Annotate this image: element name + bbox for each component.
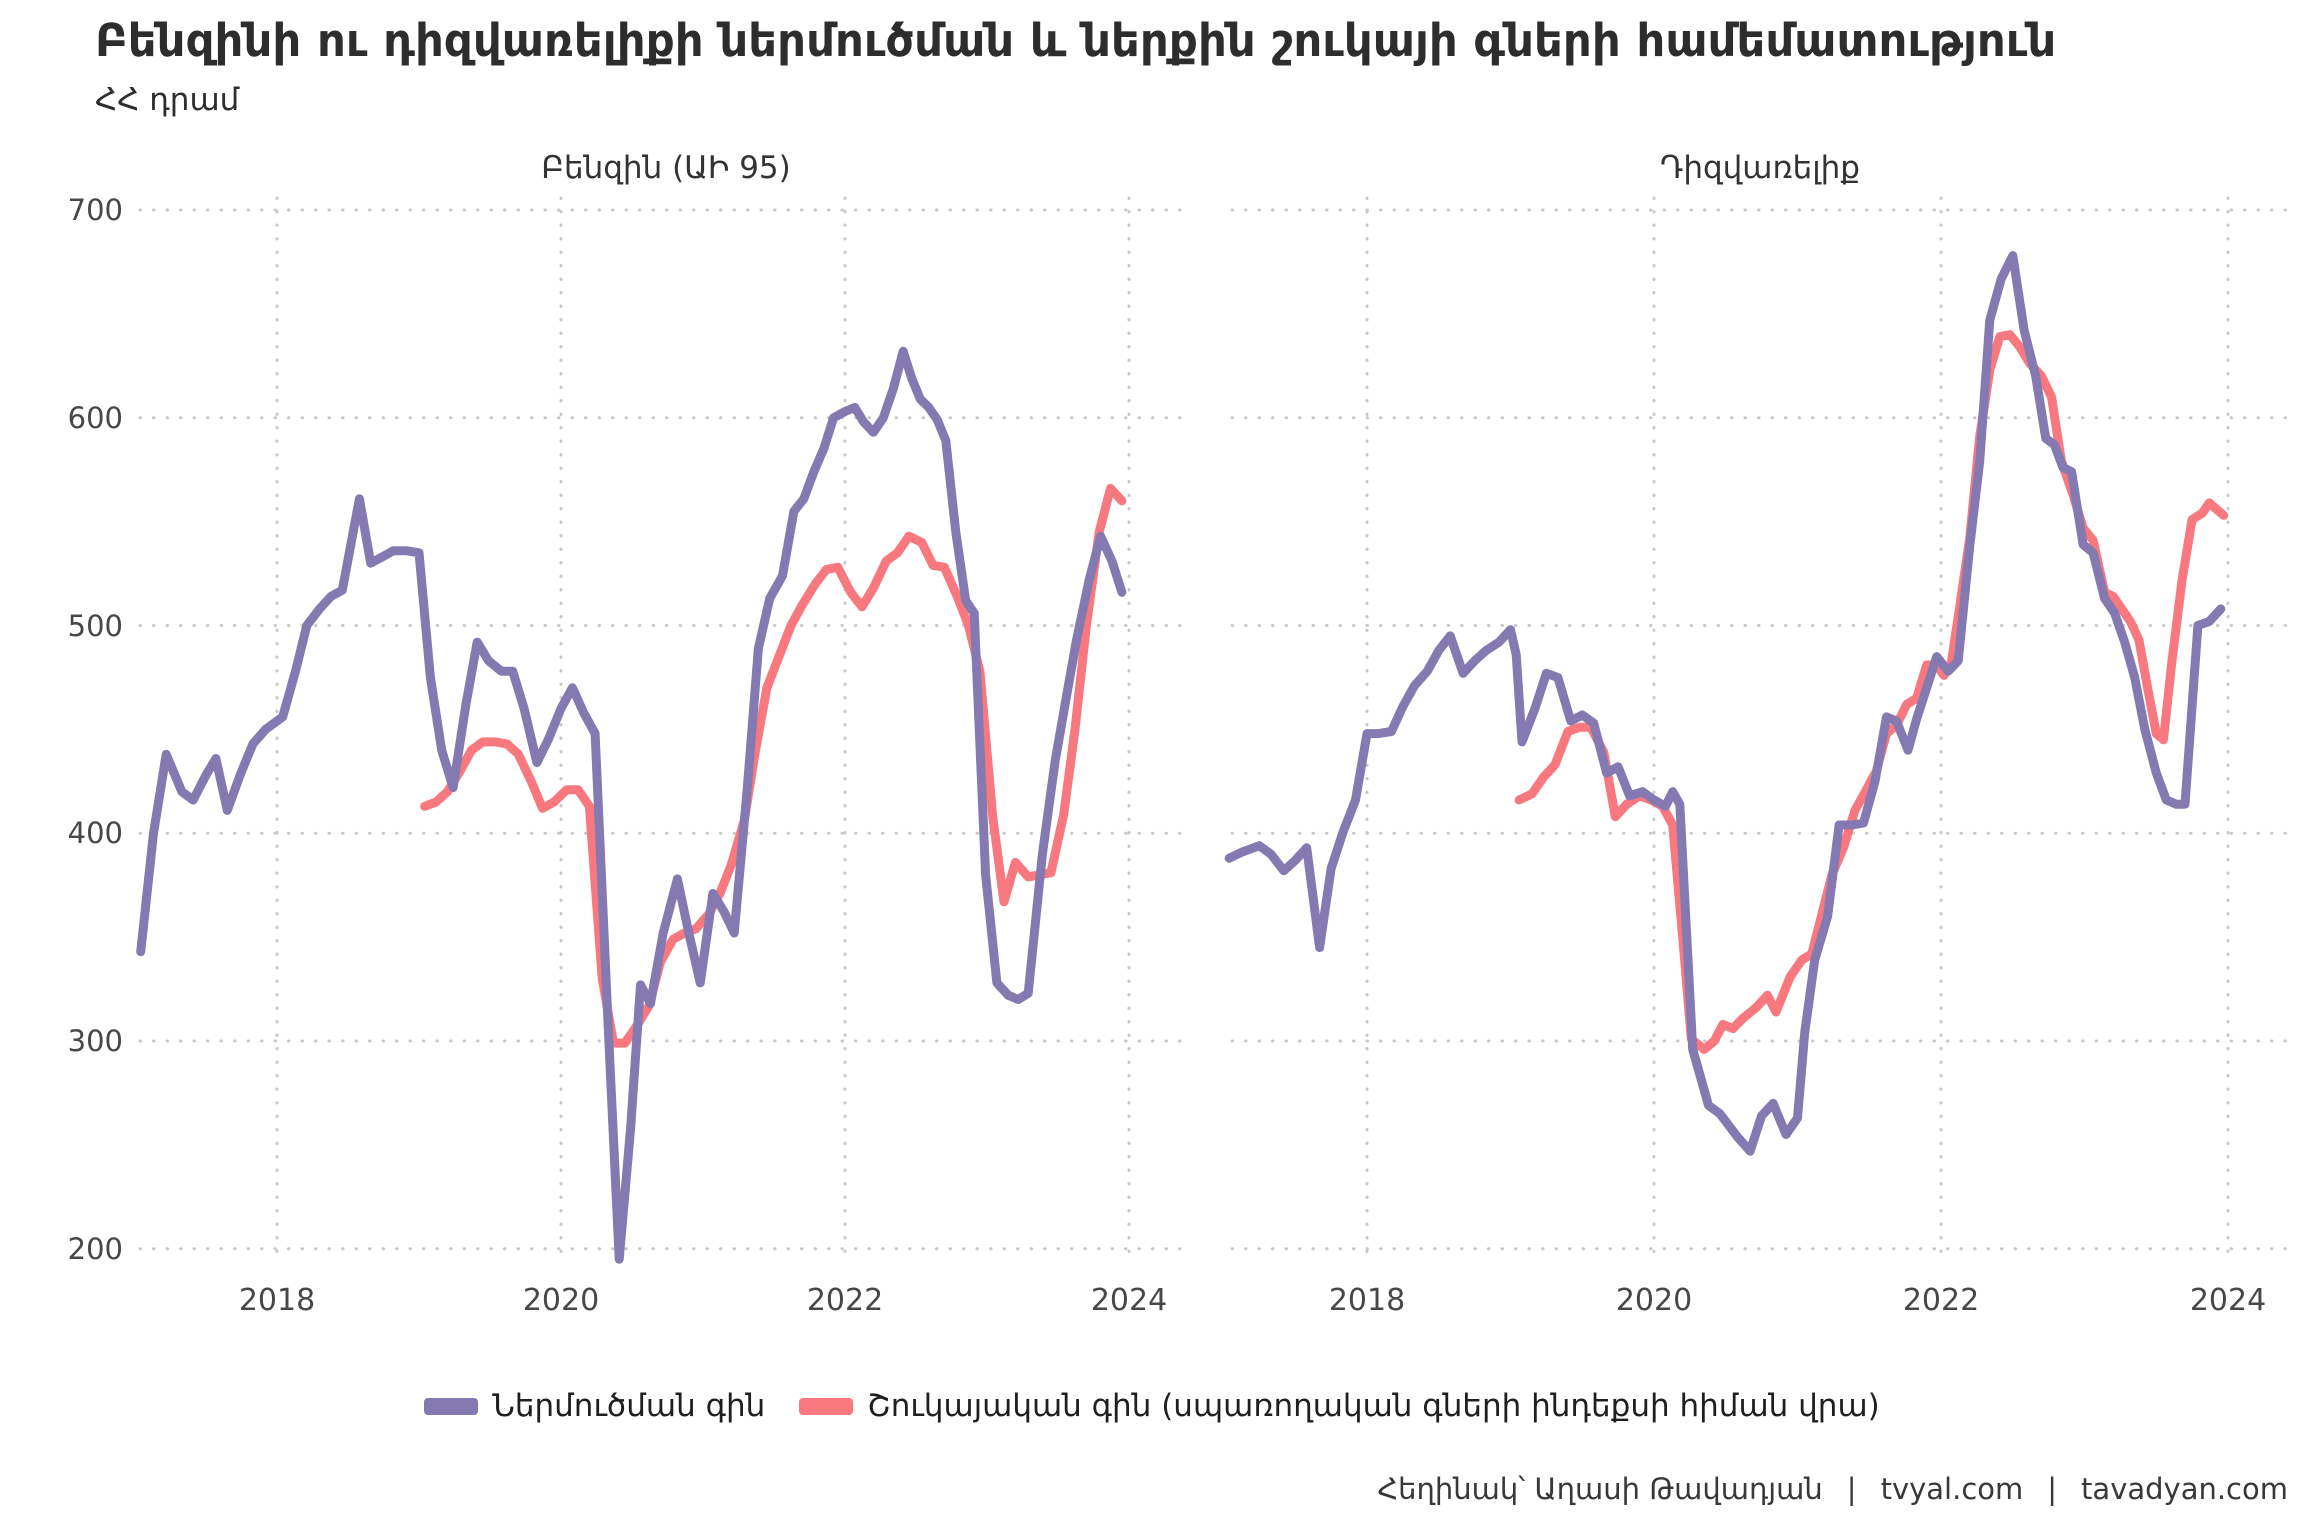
x-tick-label: 2022 (1902, 1283, 1980, 1318)
legend-item-market: Շուկայական գին (սպառողական գների ինդեքսի… (799, 1388, 1880, 1424)
caption-divider: | (2047, 1472, 2058, 1506)
facet-label-benzin: Բենզին (ԱԻ 95) (541, 150, 791, 186)
y-tick-label: 500 (67, 608, 123, 643)
panel-benzin (136, 192, 1194, 1270)
panel-diesel (1224, 192, 2290, 1270)
chart-subtitle: ՀՀ դրամ (95, 82, 240, 118)
import-price-swatch (424, 1397, 479, 1415)
x-tick-label: 2020 (1615, 1283, 1693, 1318)
caption-site-tvyal: tvyal.com (1880, 1472, 2024, 1506)
x-tick-label: 2024 (1090, 1283, 1168, 1318)
caption-author: Հեղինակ՝ Աղասի Թավադյան (1377, 1472, 1823, 1506)
y-tick-label: 400 (67, 816, 123, 851)
legend-label-market: Շուկայական գին (սպառողական գների ինդեքսի… (867, 1388, 1880, 1424)
y-axis: 200 300 400 500 600 700 (0, 0, 123, 1536)
legend: Ներմուծման գին Շուկայական գին (սպառողակա… (0, 1388, 2304, 1424)
market-price-line (1514, 330, 2229, 1054)
x-tick-label: 2018 (238, 1283, 316, 1318)
x-tick-label: 2020 (522, 1283, 600, 1318)
market-price-line (420, 483, 1127, 1048)
caption: Հեղինակ՝ Աղասի Թավադյան | tvyal.com | tavady… (1377, 1472, 2288, 1506)
market-price-swatch (799, 1397, 854, 1415)
caption-divider: | (1846, 1472, 1857, 1506)
y-tick-label: 300 (67, 1024, 123, 1059)
y-tick-label: 200 (67, 1231, 123, 1266)
y-tick-label: 700 (67, 193, 123, 227)
import-price-line (136, 346, 1127, 1264)
facet-label-diesel: Դիզվառելիք (1659, 150, 1861, 186)
import-price-line (1224, 251, 2226, 1156)
x-tick-label: 2024 (2189, 1283, 2267, 1318)
benzin-chart-svg (136, 196, 1194, 1264)
y-tick-label: 600 (67, 400, 123, 435)
x-tick-label: 2022 (806, 1283, 884, 1318)
legend-item-import: Ներմուծման գին (424, 1388, 765, 1424)
x-axis: 2018 2020 2022 2024 2018 2020 2022 2024 (0, 1281, 2304, 1325)
legend-label-import: Ներմուծման գին (492, 1388, 766, 1424)
diesel-chart-svg (1224, 196, 2290, 1264)
x-tick-label: 2018 (1328, 1283, 1406, 1318)
chart-title: Բենզինի ու դիզվառելիքի ներմուծման և ներք… (95, 14, 2057, 67)
caption-site-tavadyan: tavadyan.com (2081, 1472, 2288, 1506)
